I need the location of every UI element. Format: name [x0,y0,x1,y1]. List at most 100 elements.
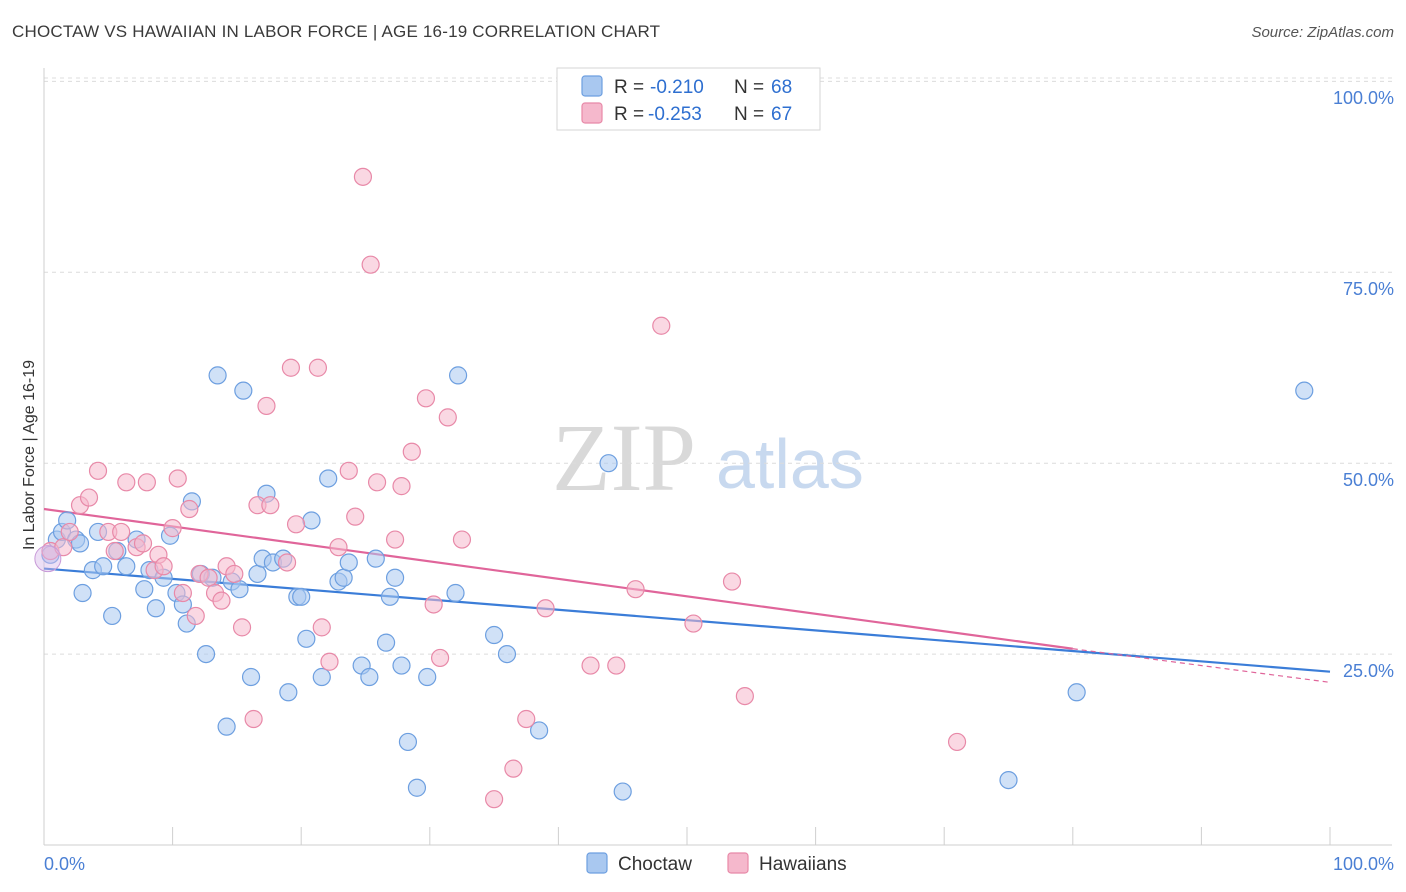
grid-lines [44,77,1392,655]
point-choctaw-46 [339,553,358,572]
point-choctaw-24 [196,644,216,664]
legend-n-label-choctaw: N = [734,77,764,98]
point-hawaiians-54 [517,709,536,729]
axes [43,68,1392,846]
watermark-atlas: atlas [716,425,864,503]
point-hawaiians-22 [199,568,218,587]
point-hawaiians-32 [277,553,297,572]
point-hawaiians-37 [320,652,339,671]
x-tick-label-min: 0.0% [44,854,85,874]
trend-line-hawaiians [43,507,1073,650]
point-choctaw-66 [1295,381,1314,400]
point-hawaiians-49 [430,648,450,668]
point-choctaw-32 [248,564,267,584]
point-hawaiians-28 [244,709,263,729]
point-choctaw-37 [279,683,298,702]
trend-line-dashed-hawaiians [1072,648,1331,683]
point-choctaw-51 [380,587,400,606]
chart-title: CHOCTAW VS HAWAIIAN IN LABOR FORCE | AGE… [12,22,661,41]
point-choctaw-43 [319,469,338,488]
point-choctaw-12 [117,557,136,576]
legend-r-value-choctaw: -0.210 [650,77,704,98]
legend-n-label-hawaiians: N = [734,104,764,125]
point-choctaw-39 [292,587,311,606]
point-hawaiians-41 [353,167,373,186]
point-hawaiians-5 [88,461,108,480]
point-hawaiians-63 [947,732,967,752]
point-choctaw-48 [360,667,379,687]
point-hawaiians-24 [212,591,231,610]
point-choctaw-9 [94,557,113,576]
point-choctaw-16 [146,599,165,618]
point-choctaw-40 [297,629,316,648]
point-hawaiians-18 [173,583,192,603]
point-hawaiians-20 [186,606,205,626]
legend-r-label-choctaw: R = [614,77,644,98]
point-choctaw-45 [334,568,353,587]
point-hawaiians-51 [452,530,472,549]
point-hawaiians-62 [735,686,754,706]
point-choctaw-59 [485,625,504,645]
point-choctaw-31 [241,667,261,687]
y-tick-label-75: 75.0% [1343,279,1394,299]
point-choctaw-50 [376,633,396,652]
point-hawaiians-43 [367,473,387,492]
point-choctaw-30 [234,381,253,400]
watermark-zip: ZIP [552,404,696,511]
series-legend: Choctaw Hawaiians [586,852,847,875]
point-choctaw-65 [1067,683,1086,702]
point-hawaiians-52 [485,790,504,809]
point-hawaiians-8 [112,522,131,542]
point-hawaiians-42 [361,255,380,274]
point-choctaw-60 [497,644,517,664]
x-tick-label-max: 100.0% [1333,854,1394,874]
point-hawaiians-4 [79,488,99,507]
legend-r-value-hawaiians: -0.253 [648,104,702,125]
point-hawaiians-57 [607,656,626,675]
point-choctaw-64 [999,770,1018,790]
point-choctaw-41 [302,511,321,530]
point-choctaw-42 [312,667,331,687]
y-tick-label-25: 25.0% [1343,661,1394,681]
data-points [34,167,1314,809]
point-hawaiians-56 [581,656,600,675]
point-choctaw-55 [407,778,427,797]
point-choctaw-57 [446,583,465,603]
bottom-legend-label-hawaiians: Hawaiians [759,854,847,875]
legend-n-value-choctaw: 68 [771,77,792,98]
point-hawaiians-33 [281,358,301,377]
point-hawaiians-11 [133,534,153,553]
legend-swatch-hawaiians [581,102,603,124]
point-choctaw-62 [599,454,618,473]
point-hawaiians-50 [438,408,457,427]
point-hawaiians-2 [60,522,79,542]
legend-n-value-hawaiians: 67 [771,104,792,125]
y-axis-label: In Labor Force | Age 16-19 [21,360,38,550]
point-cluster-origin [34,545,62,573]
point-choctaw-52 [385,568,405,587]
stats-legend: R = -0.210 N = 68 R = -0.253 N = 67 [556,67,821,131]
point-hawaiians-48 [424,595,443,614]
point-choctaw-54 [398,732,418,752]
y-tick-label-100: 100.0% [1333,88,1394,108]
point-choctaw-56 [418,667,437,687]
point-hawaiians-55 [536,599,555,618]
point-hawaiians-59 [652,316,671,335]
point-choctaw-61 [530,721,549,740]
point-hawaiians-35 [308,358,328,377]
point-hawaiians-39 [339,461,358,480]
point-hawaiians-46 [402,442,421,461]
point-hawaiians-36 [312,618,331,637]
point-hawaiians-53 [504,759,523,778]
point-hawaiians-17 [168,469,187,488]
point-hawaiians-27 [232,618,252,637]
point-hawaiians-31 [261,496,280,515]
point-hawaiians-44 [385,530,405,549]
point-hawaiians-58 [626,580,645,599]
point-choctaw-58 [448,366,468,385]
point-choctaw-26 [208,366,227,385]
point-choctaw-49 [366,549,385,568]
point-hawaiians-16 [163,519,182,538]
legend-swatch-choctaw [581,75,603,97]
